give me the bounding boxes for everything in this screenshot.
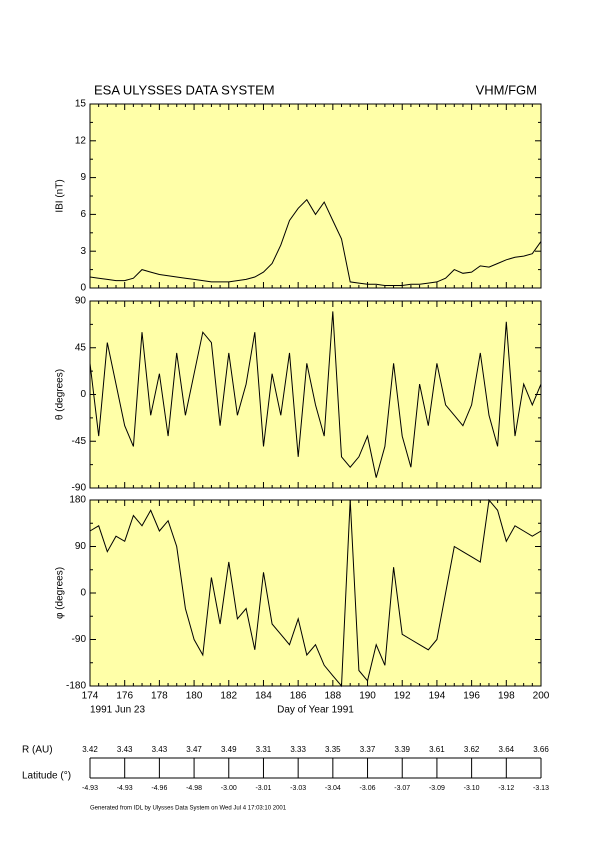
y-tick-label: 180 (69, 495, 86, 506)
lat-value: -3.00 (221, 785, 237, 792)
start-date: 1991 Jun 23 (90, 705, 145, 716)
lat-value: -4.93 (82, 785, 98, 792)
x-axis-label: Day of Year 1991 (277, 705, 354, 716)
r-value: 3.49 (221, 745, 237, 754)
r-value: 3.43 (152, 745, 168, 754)
lat-value: -4.93 (117, 785, 133, 792)
y-tick-label: 90 (75, 296, 87, 307)
x-tick-label: 200 (533, 691, 550, 702)
lat-label: Latitude (°) (22, 771, 71, 782)
x-tick-label: 190 (359, 691, 376, 702)
r-value: 3.31 (256, 745, 272, 754)
y-tick-label: 45 (75, 342, 87, 353)
instrument: VHM/FGM (476, 82, 537, 97)
r-value: 3.61 (429, 745, 445, 754)
r-value: 3.33 (290, 745, 306, 754)
x-tick-label: 198 (498, 691, 515, 702)
lat-value: -4.98 (186, 785, 202, 792)
lat-value: -3.06 (360, 785, 376, 792)
y-tick-label: 3 (80, 246, 86, 257)
x-tick-label: 174 (82, 691, 99, 702)
lat-value: -3.01 (255, 785, 271, 792)
lat-value: -4.96 (151, 785, 167, 792)
y-tick-label: 90 (75, 541, 87, 552)
x-tick-label: 180 (186, 691, 203, 702)
x-tick-label: 176 (116, 691, 133, 702)
footer: Generated from IDL by Ulysses Data Syste… (90, 806, 287, 812)
x-tick-label: 184 (255, 691, 272, 702)
y-axis-label: φ (degrees) (55, 567, 66, 619)
lat-value: -3.04 (325, 785, 341, 792)
x-tick-label: 192 (394, 691, 411, 702)
y-tick-label: 0 (80, 588, 86, 599)
y-tick-label: 0 (80, 283, 86, 294)
r-value: 3.47 (186, 745, 202, 754)
r-value: 3.62 (464, 745, 480, 754)
y-tick-label: -90 (72, 634, 87, 645)
x-tick-label: 196 (463, 691, 480, 702)
r-label: R (AU) (22, 745, 53, 756)
y-tick-label: -180 (66, 681, 86, 692)
r-value: 3.66 (533, 745, 549, 754)
x-tick-label: 194 (429, 691, 446, 702)
data-line (89, 198, 542, 286)
y-tick-label: -45 (72, 436, 87, 447)
y-axis-label: θ (degrees) (55, 369, 66, 420)
panel (89, 499, 542, 687)
r-value: 3.43 (117, 745, 133, 754)
lat-value: -3.13 (533, 785, 549, 792)
y-tick-label: 9 (80, 172, 86, 183)
r-value: 3.35 (325, 745, 341, 754)
r-value: 3.37 (360, 745, 376, 754)
data-line (89, 311, 542, 478)
y-tick-label: 12 (75, 135, 87, 146)
r-value: 3.64 (499, 745, 515, 754)
y-tick-label: 15 (75, 99, 87, 110)
data-line (89, 498, 542, 688)
x-tick-label: 186 (290, 691, 307, 702)
lat-value: -3.07 (394, 785, 410, 792)
lat-value: -3.03 (290, 785, 306, 792)
r-value: 3.39 (394, 745, 410, 754)
panel (89, 103, 542, 289)
y-tick-label: 0 (80, 389, 86, 400)
lat-value: -3.10 (464, 785, 480, 792)
chart-title: ESA ULYSSES DATA SYSTEM (94, 82, 275, 97)
lat-value: -3.09 (429, 785, 445, 792)
x-tick-label: 178 (151, 691, 168, 702)
y-axis-label: IBI (nT) (55, 179, 66, 212)
x-tick-label: 182 (220, 691, 237, 702)
x-tick-label: 188 (325, 691, 342, 702)
y-tick-label: 6 (80, 209, 86, 220)
lat-value: -3.12 (498, 785, 514, 792)
y-tick-label: -90 (72, 483, 87, 494)
r-value: 3.42 (82, 745, 98, 754)
